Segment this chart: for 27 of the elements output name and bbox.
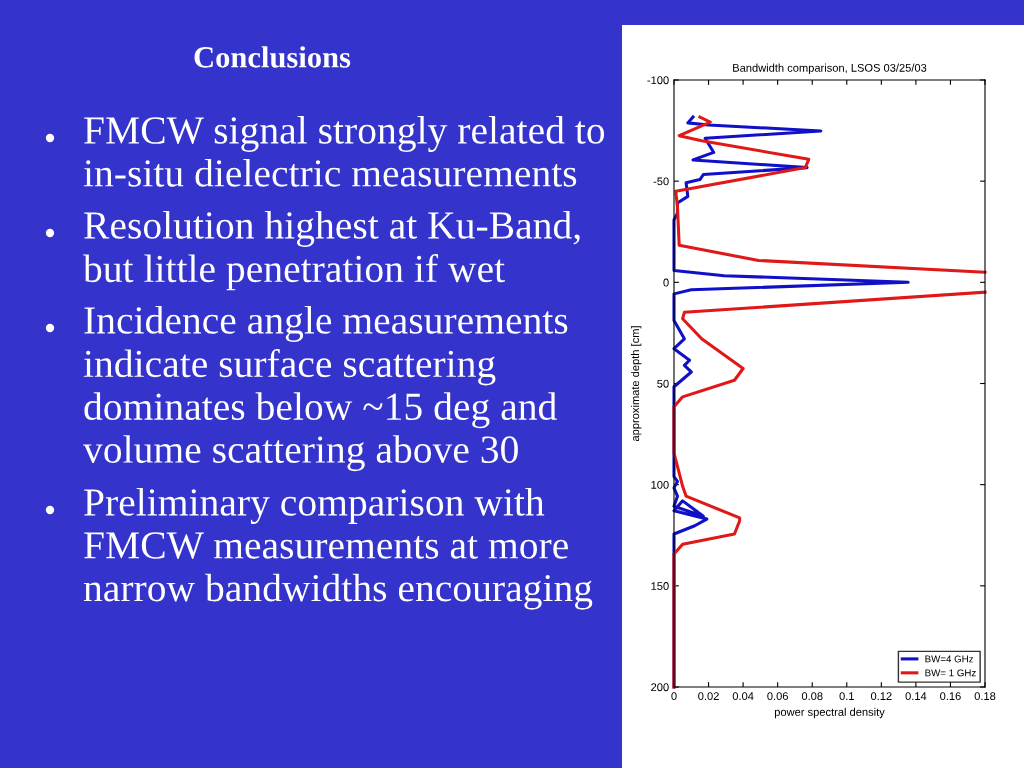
x-tick-label: 0.12	[870, 692, 892, 701]
y-tick-label: 200	[651, 683, 669, 692]
text: Preliminary comparison with FMCW measurements at more narrow bandwidths encouraging	[83, 488, 593, 610]
y-tick-label: 0	[663, 278, 669, 287]
text: Resolution highest at Ku-Band, but little penetration if wet	[83, 211, 580, 291]
text: FMCW signal strongly related to in-situ dielectric measurements	[83, 116, 605, 187]
x-tick-label: 0.06	[767, 692, 788, 701]
text: Incidence angle measurements indicate surface scattering dominates below ~15 deg and volume scattering above 30	[83, 306, 568, 472]
x-tick-label: 0.04	[732, 692, 754, 701]
y-tick-label: -50	[653, 177, 669, 186]
y-tick-label: 150	[651, 582, 669, 590]
chart-title: Bandwidth comparison, LSOS 03/25/03	[733, 63, 927, 74]
x-axis-title: power spectral density	[774, 707, 885, 719]
legend-label: BW= 1 GHz	[925, 669, 976, 677]
y-axis-title: approximate depth [cm]	[630, 326, 642, 442]
x-tick-label: 0.02	[698, 692, 719, 701]
x-tick-label: 0.08	[801, 692, 823, 701]
y-tick-label: 50	[657, 379, 669, 388]
x-tick-label: 0.18	[974, 692, 996, 701]
y-tick-label: -100	[647, 76, 669, 85]
x-tick-label: 0.1	[839, 692, 854, 701]
y-tick-label: 100	[651, 480, 669, 489]
text: Conclusions	[194, 46, 351, 68]
legend-label: BW=4 GHz	[925, 655, 974, 663]
x-tick-label: 0	[671, 692, 677, 701]
x-tick-label: 0.14	[905, 692, 927, 701]
x-tick-label: 0.16	[940, 692, 961, 701]
